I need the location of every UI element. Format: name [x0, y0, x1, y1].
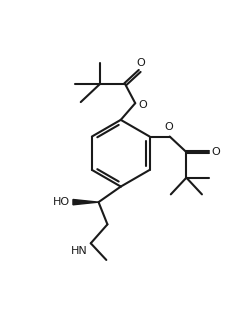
Text: O: O	[137, 58, 145, 68]
Text: HO: HO	[52, 197, 70, 207]
Polygon shape	[73, 199, 99, 205]
Text: HN: HN	[71, 245, 87, 255]
Text: O: O	[138, 100, 147, 110]
Text: O: O	[164, 122, 173, 132]
Text: O: O	[211, 147, 220, 157]
